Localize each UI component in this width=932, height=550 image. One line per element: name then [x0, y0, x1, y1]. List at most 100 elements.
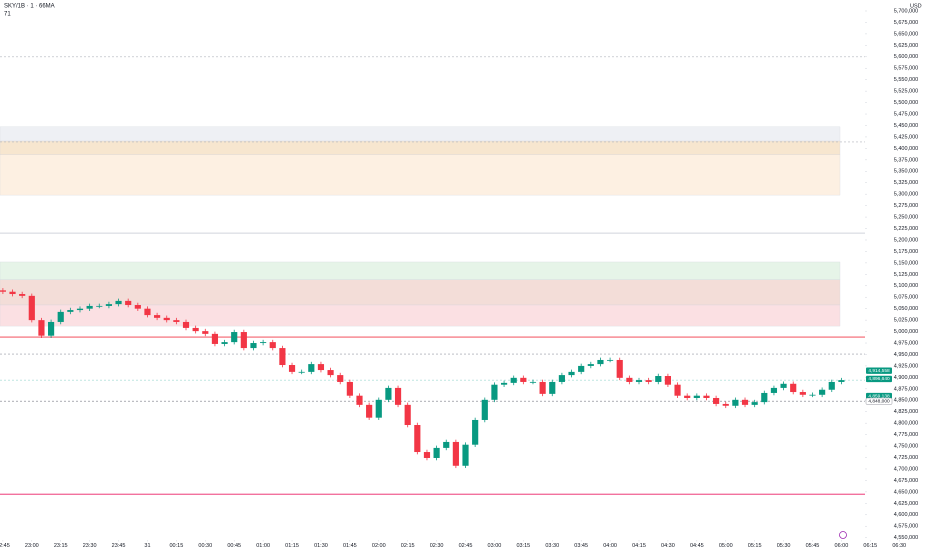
- candle-body: [539, 381, 546, 394]
- price-badge: [866, 392, 892, 400]
- candle-body: [423, 452, 431, 458]
- candle-body: [86, 305, 93, 309]
- x-tick-label: 04:00: [603, 543, 617, 549]
- price-badge-label: 4,859,138: [868, 393, 890, 399]
- candle-body: [163, 317, 170, 321]
- candle-body: [105, 304, 112, 306]
- x-tick-label: 23:15: [54, 543, 68, 549]
- candle-body: [529, 381, 537, 383]
- candle-body: [443, 441, 450, 448]
- x-tick-label: 01:45: [343, 543, 357, 549]
- candle-body: [607, 359, 614, 361]
- y-tick-label: 5,675,000: [894, 20, 918, 26]
- candle-body: [491, 384, 498, 400]
- y-tick-label: 4,875,000: [894, 386, 918, 392]
- x-tick-label: 02:15: [401, 543, 415, 549]
- candle-body: [558, 375, 565, 382]
- y-tick-label: 5,350,000: [894, 169, 918, 175]
- y-tick-label: 5,250,000: [894, 215, 918, 221]
- y-tick-label: 4,825,000: [894, 409, 918, 415]
- candle-body: [645, 380, 652, 382]
- candle-body: [635, 380, 643, 382]
- x-tick-label: 02:45: [459, 543, 473, 549]
- candle-body: [9, 291, 16, 295]
- zone: [0, 279, 841, 306]
- x-tick-label: 04:45: [690, 543, 704, 549]
- candle-body: [76, 308, 84, 311]
- candle-body: [288, 365, 296, 372]
- candle-body: [780, 383, 787, 388]
- x-tick-label: 03:00: [488, 543, 502, 549]
- y-tick-label: 5,075,000: [894, 295, 918, 301]
- candle-body: [433, 447, 440, 458]
- y-tick-label: 5,100,000: [894, 283, 918, 289]
- zone: [0, 261, 841, 280]
- y-tick-label: 4,700,000: [894, 466, 918, 472]
- x-tick-label: 02:30: [430, 543, 444, 549]
- x-tick-label: 01:00: [256, 543, 270, 549]
- y-tick-label: 5,525,000: [894, 89, 918, 95]
- candle-body: [28, 295, 35, 321]
- candle-body: [693, 395, 700, 398]
- y-tick-label: 5,325,000: [894, 180, 918, 186]
- candle-body: [790, 383, 797, 393]
- y-tick-label: 4,725,000: [894, 455, 918, 461]
- y-tick-label: 4,925,000: [894, 363, 918, 369]
- candle-body: [626, 377, 633, 382]
- candle-body: [240, 332, 247, 349]
- candle-body: [828, 381, 835, 390]
- x-tick-label: 23:45: [112, 543, 126, 549]
- candle-body: [269, 342, 276, 349]
- y-tick-label: 5,600,000: [894, 54, 918, 60]
- x-tick-label: 06:00: [835, 543, 849, 549]
- price-badge-label: 4,848,000: [868, 398, 890, 404]
- candle-body: [799, 392, 806, 395]
- y-tick-label: 4,850,000: [894, 398, 918, 404]
- y-tick-label: 5,450,000: [894, 123, 918, 129]
- x-tick-label: 22:45: [0, 543, 10, 549]
- x-tick-label: 03:30: [545, 543, 559, 549]
- y-tick-label: 5,550,000: [894, 77, 918, 83]
- price-badge: [866, 375, 892, 383]
- candle-body: [520, 377, 527, 382]
- x-tick-label: 00:15: [169, 543, 183, 549]
- x-tick-label: 23:00: [25, 543, 39, 549]
- y-tick-label: 4,675,000: [894, 478, 918, 484]
- x-tick-label: 23:30: [83, 543, 97, 549]
- candle-body: [67, 310, 74, 312]
- event-icon[interactable]: [839, 531, 847, 539]
- zone: [0, 304, 841, 327]
- candle-body: [134, 305, 141, 309]
- price-badge-label: 4,914,558: [868, 368, 890, 374]
- candle-body: [597, 359, 604, 365]
- candle-body: [568, 371, 575, 376]
- x-tick-label: 03:45: [574, 543, 588, 549]
- candle-body: [761, 392, 768, 403]
- candle-body: [221, 342, 228, 344]
- x-tick-label: 05:00: [719, 543, 733, 549]
- candle-body: [722, 403, 729, 406]
- candle-body: [154, 315, 161, 318]
- y-tick-label: 5,425,000: [894, 134, 918, 140]
- candle-body: [375, 399, 382, 418]
- candle-body: [838, 380, 845, 382]
- candle-body: [192, 327, 199, 332]
- candle-body: [578, 365, 585, 372]
- x-tick-label: 31: [144, 543, 150, 549]
- candle-body: [404, 404, 411, 426]
- y-tick-label: 4,575,000: [894, 524, 918, 530]
- price-badge-label: 4,896,640: [868, 376, 890, 382]
- candle-body: [819, 389, 826, 395]
- candle-body: [211, 333, 219, 344]
- x-tick-label: 02:00: [372, 543, 386, 549]
- candle-body: [510, 377, 517, 383]
- y-tick-label: 5,125,000: [894, 272, 918, 278]
- candle-body: [481, 399, 488, 420]
- zone: [0, 140, 841, 155]
- candle-body: [366, 404, 373, 418]
- y-tick-label: 5,375,000: [894, 157, 918, 163]
- x-tick-label: 05:30: [777, 543, 791, 549]
- x-tick-label: 01:30: [314, 543, 328, 549]
- candle-body: [703, 395, 710, 398]
